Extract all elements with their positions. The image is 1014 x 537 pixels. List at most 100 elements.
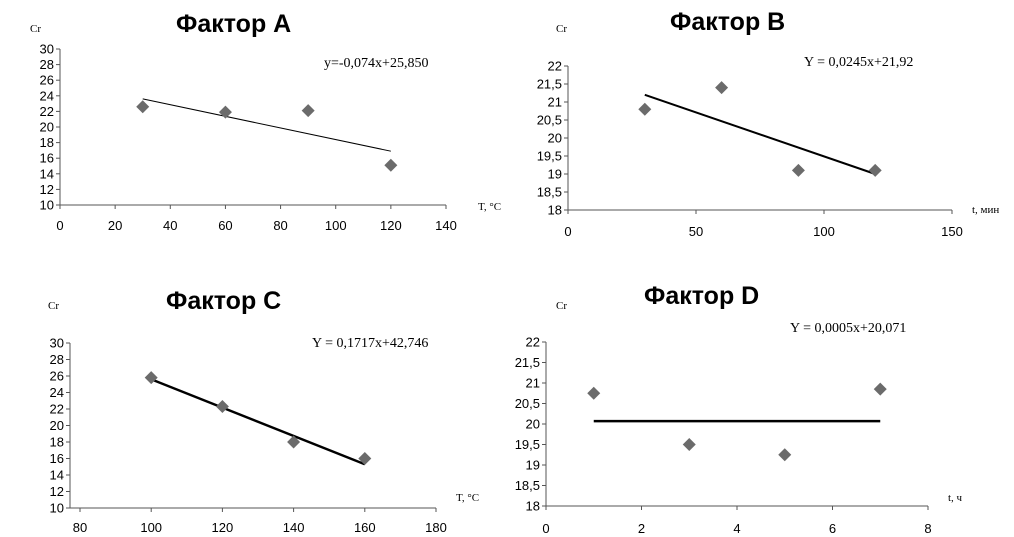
chart-b-x-tick-label: 100	[813, 224, 835, 239]
chart-b-x-tick-label: 150	[941, 224, 963, 239]
chart-d-data-point	[682, 438, 696, 451]
chart-a-y-tick-label: 28	[40, 57, 54, 72]
chart-d-y-tick-label: 20,5	[515, 396, 540, 411]
chart-c-trendline	[150, 378, 366, 466]
chart-d-xlabel: t, ч	[948, 492, 963, 504]
chart-b-data-point	[791, 163, 805, 177]
chart-a-y-tick-label: 20	[40, 120, 54, 135]
chart-a-y-tick-label: 18	[40, 135, 54, 150]
chart-a-y-tick-label: 26	[40, 73, 54, 88]
chart-b-y-tick-label: 20,5	[537, 113, 562, 128]
chart-c-x-tick-label: 160	[354, 520, 376, 535]
chart-a-y-tick-label: 22	[40, 104, 54, 119]
chart-b-y-tick-label: 21	[548, 95, 562, 110]
chart-c-xlabel: T, °C	[456, 492, 479, 504]
chart-b-equation: Y = 0,0245x+21,92	[804, 55, 913, 70]
chart-c-x-tick-label: 120	[212, 520, 234, 535]
chart-a-x-tick-label: 140	[435, 218, 457, 233]
chart-c-y-tick-label: 26	[50, 369, 64, 384]
chart-a-y-tick-label: 12	[40, 182, 54, 197]
chart-d-x-tick-label: 4	[733, 521, 740, 536]
chart-c-ylabel: Cr	[48, 300, 59, 312]
chart-c-y-tick-label: 16	[50, 451, 64, 466]
chart-a-ylabel: Cr	[30, 23, 41, 35]
chart-c-data-point	[358, 452, 372, 465]
chart-factor-c: Cr Фактор C Y = 0,1717x+42,746 T, °C	[48, 287, 479, 504]
chart-a-x-tick-label: 60	[218, 218, 232, 233]
chart-c-data-point	[287, 435, 301, 449]
chart-b-trendline	[644, 93, 876, 175]
chart-factor-a: Cr Фактор A y=-0,074x+25,850 T, °C	[30, 10, 501, 213]
chart-a-y-tick-label: 14	[40, 166, 54, 181]
chart-d-data-point	[873, 382, 887, 396]
chart-d-x-tick-label: 2	[638, 521, 645, 536]
chart-d-y-tick-label: 22	[526, 335, 540, 350]
chart-a-x-tick-label: 20	[108, 218, 122, 233]
chart-a-data-point	[136, 100, 150, 114]
chart-d-y-tick-label: 18	[526, 499, 540, 514]
chart-b-data-point	[868, 163, 882, 177]
chart-b-data-point	[715, 81, 729, 95]
chart-b-y-tick-label: 20	[548, 131, 562, 146]
chart-b-data-point	[638, 102, 652, 116]
chart-d-x-tick-label: 0	[542, 521, 549, 536]
chart-b-ylabel: Cr	[556, 23, 567, 35]
chart-a-data-point	[301, 104, 315, 118]
chart-a-x-tick-label: 120	[380, 218, 402, 233]
chart-d-title: Фактор D	[644, 282, 759, 310]
chart-a-trendline	[142, 98, 391, 152]
chart-c-x-tick-label: 140	[283, 520, 305, 535]
chart-a-xlabel: T, °C	[478, 201, 501, 213]
chart-a-x-tick-label: 40	[163, 218, 177, 233]
chart-a-data-point	[384, 158, 398, 172]
chart-a-x-tick-label: 80	[273, 218, 287, 233]
chart-d-x-tick-label: 8	[924, 521, 931, 536]
chart-c-x-tick-label: 180	[425, 520, 447, 535]
chart-a-x-tick-label: 100	[325, 218, 347, 233]
chart-a-y-tick-label: 24	[40, 88, 54, 103]
chart-factor-d: Cr Фактор D Y = 0,0005x+20,071 t, ч	[556, 282, 963, 504]
chart-d-y-tick-label: 18,5	[515, 478, 540, 493]
chart-a-x-tick-label: 0	[56, 218, 63, 233]
chart-d-y-tick-label: 21,5	[515, 355, 540, 370]
chart-d-y-tick-label: 19,5	[515, 437, 540, 452]
chart-a-equation: y=-0,074x+25,850	[324, 56, 428, 71]
chart-d-data-point	[778, 448, 792, 462]
chart-c-y-tick-label: 30	[50, 336, 64, 351]
chart-b-title: Фактор B	[670, 8, 785, 36]
chart-c-x-tick-label: 80	[73, 520, 87, 535]
chart-b-y-tick-label: 19	[548, 167, 562, 182]
chart-c-y-tick-label: 20	[50, 418, 64, 433]
chart-a-y-tick-label: 16	[40, 151, 54, 166]
chart-b-y-tick-label: 18	[548, 203, 562, 218]
chart-b-y-tick-label: 18,5	[537, 185, 562, 200]
chart-a-y-tick-label: 10	[40, 198, 54, 213]
chart-b-y-tick-label: 21,5	[537, 77, 562, 92]
chart-c-data-point	[144, 371, 158, 385]
chart-c-x-tick-label: 100	[140, 520, 162, 535]
chart-c-y-tick-label: 22	[50, 402, 64, 417]
chart-b-y-tick-label: 19,5	[537, 149, 562, 164]
chart-b-y-tick-label: 22	[548, 59, 562, 74]
chart-a-data-point	[218, 105, 232, 119]
chart-d-y-tick-label: 20	[526, 417, 540, 432]
chart-c-y-tick-label: 14	[50, 468, 64, 483]
chart-b-xlabel: t, мин	[972, 204, 999, 216]
chart-d-y-tick-label: 21	[526, 376, 540, 391]
chart-c-y-tick-label: 24	[50, 385, 64, 400]
chart-factor-b: Cr Фактор B Y = 0,0245x+21,92 t, мин	[556, 8, 999, 216]
chart-d-x-tick-label: 6	[829, 521, 836, 536]
chart-a-y-tick-label: 30	[40, 42, 54, 57]
chart-d-equation: Y = 0,0005x+20,071	[790, 321, 906, 336]
chart-c-equation: Y = 0,1717x+42,746	[312, 336, 428, 351]
chart-c-y-tick-label: 28	[50, 352, 64, 367]
chart-d-y-tick-label: 19	[526, 458, 540, 473]
chart-c-y-tick-label: 10	[50, 501, 64, 516]
chart-c-y-tick-label: 18	[50, 435, 64, 450]
chart-c-data-point	[215, 400, 229, 414]
chart-d-ylabel: Cr	[556, 300, 567, 312]
chart-b-x-tick-label: 0	[564, 224, 571, 239]
chart-c-y-tick-label: 12	[50, 484, 64, 499]
chart-d-data-point	[587, 386, 601, 400]
